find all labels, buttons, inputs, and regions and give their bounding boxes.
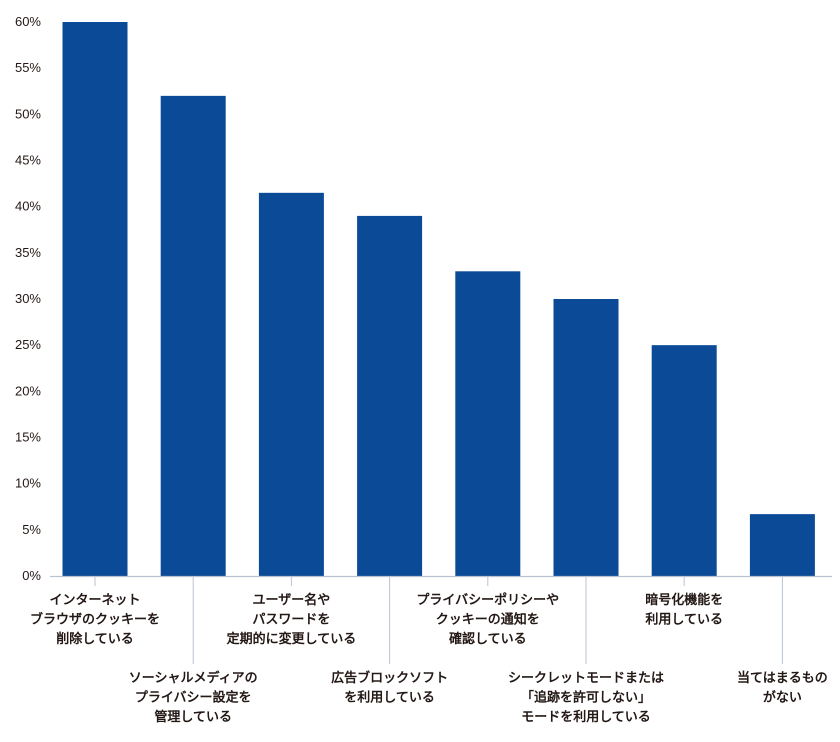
category-label-line: シークレットモードまたは [508, 671, 664, 686]
y-tick-label: 25% [15, 337, 41, 352]
bar [160, 95, 226, 576]
category-label-line: ブラウザのクッキーを [30, 612, 160, 628]
y-tick-label: 5% [22, 522, 41, 537]
y-tick-label: 50% [15, 106, 41, 121]
category-label: 広告ブロックソフトを利用している [331, 670, 448, 706]
category-label-line: ソーシャルメディアの [129, 670, 258, 686]
bar [651, 345, 717, 576]
y-tick-label: 15% [15, 430, 41, 445]
y-tick-label: 45% [15, 153, 41, 168]
category-label-line: クッキーの通知を [436, 612, 540, 628]
category-label-line: プライバシーポリシーや [416, 592, 559, 608]
category-label: プライバシーポリシーやクッキーの通知を確認している [416, 592, 559, 647]
category-label-line: がない [763, 690, 802, 706]
category-labels: インターネットブラウザのクッキーを削除しているソーシャルメディアのプライバシー設… [30, 592, 828, 725]
category-label-line: ユーザー名や [253, 592, 331, 608]
y-tick-label: 60% [15, 14, 41, 29]
category-label-line: モードを利用している [521, 709, 651, 725]
bar [62, 22, 128, 576]
bar [553, 299, 619, 576]
y-tick-label: 20% [15, 383, 41, 398]
bar [455, 271, 521, 576]
category-label-line: 当てはまるもの [737, 670, 828, 686]
category-label-line: 暗号化機能を [645, 592, 723, 608]
y-tick-label: 10% [15, 476, 41, 491]
y-tick-label: 55% [15, 60, 41, 75]
category-label-line: 定期的に変更している [226, 631, 357, 647]
category-label-line: 削除している [56, 631, 134, 647]
category-label: ユーザー名やパスワードを定期的に変更している [226, 592, 357, 647]
bar [258, 192, 324, 577]
category-label-line: 「追跡を許可しない」 [521, 690, 651, 706]
y-tick-label: 40% [15, 199, 41, 214]
category-label-line: を利用している [344, 690, 435, 706]
category-label: インターネットブラウザのクッキーを削除している [30, 593, 160, 647]
category-label-line: 広告ブロックソフト [331, 670, 448, 686]
category-label: ソーシャルメディアのプライバシー設定を管理している [129, 670, 258, 725]
y-tick-label: 30% [15, 291, 41, 306]
category-label: シークレットモードまたは「追跡を許可しない」モードを利用している [508, 671, 664, 725]
label-leader-lines [94, 577, 783, 664]
category-label-line: インターネット [49, 593, 140, 608]
category-label-line: 利用している [645, 612, 723, 628]
category-label: 暗号化機能を利用している [645, 592, 723, 628]
category-label-line: パスワードを [252, 613, 330, 628]
bar [749, 514, 815, 576]
category-label-line: 確認している [449, 631, 527, 647]
y-tick-label: 0% [22, 568, 41, 583]
category-label: 当てはまるものがない [737, 670, 828, 706]
bars [62, 22, 815, 577]
y-tick-label: 35% [15, 245, 41, 260]
category-label-line: プライバシー設定を [135, 690, 252, 706]
y-axis-ticks: 0% 5% 10% 15% 20% 25% 30% 35% 40% 45% 50% 55% 60% [15, 14, 41, 583]
category-label-line: 管理している [154, 709, 232, 725]
bar [357, 215, 423, 576]
